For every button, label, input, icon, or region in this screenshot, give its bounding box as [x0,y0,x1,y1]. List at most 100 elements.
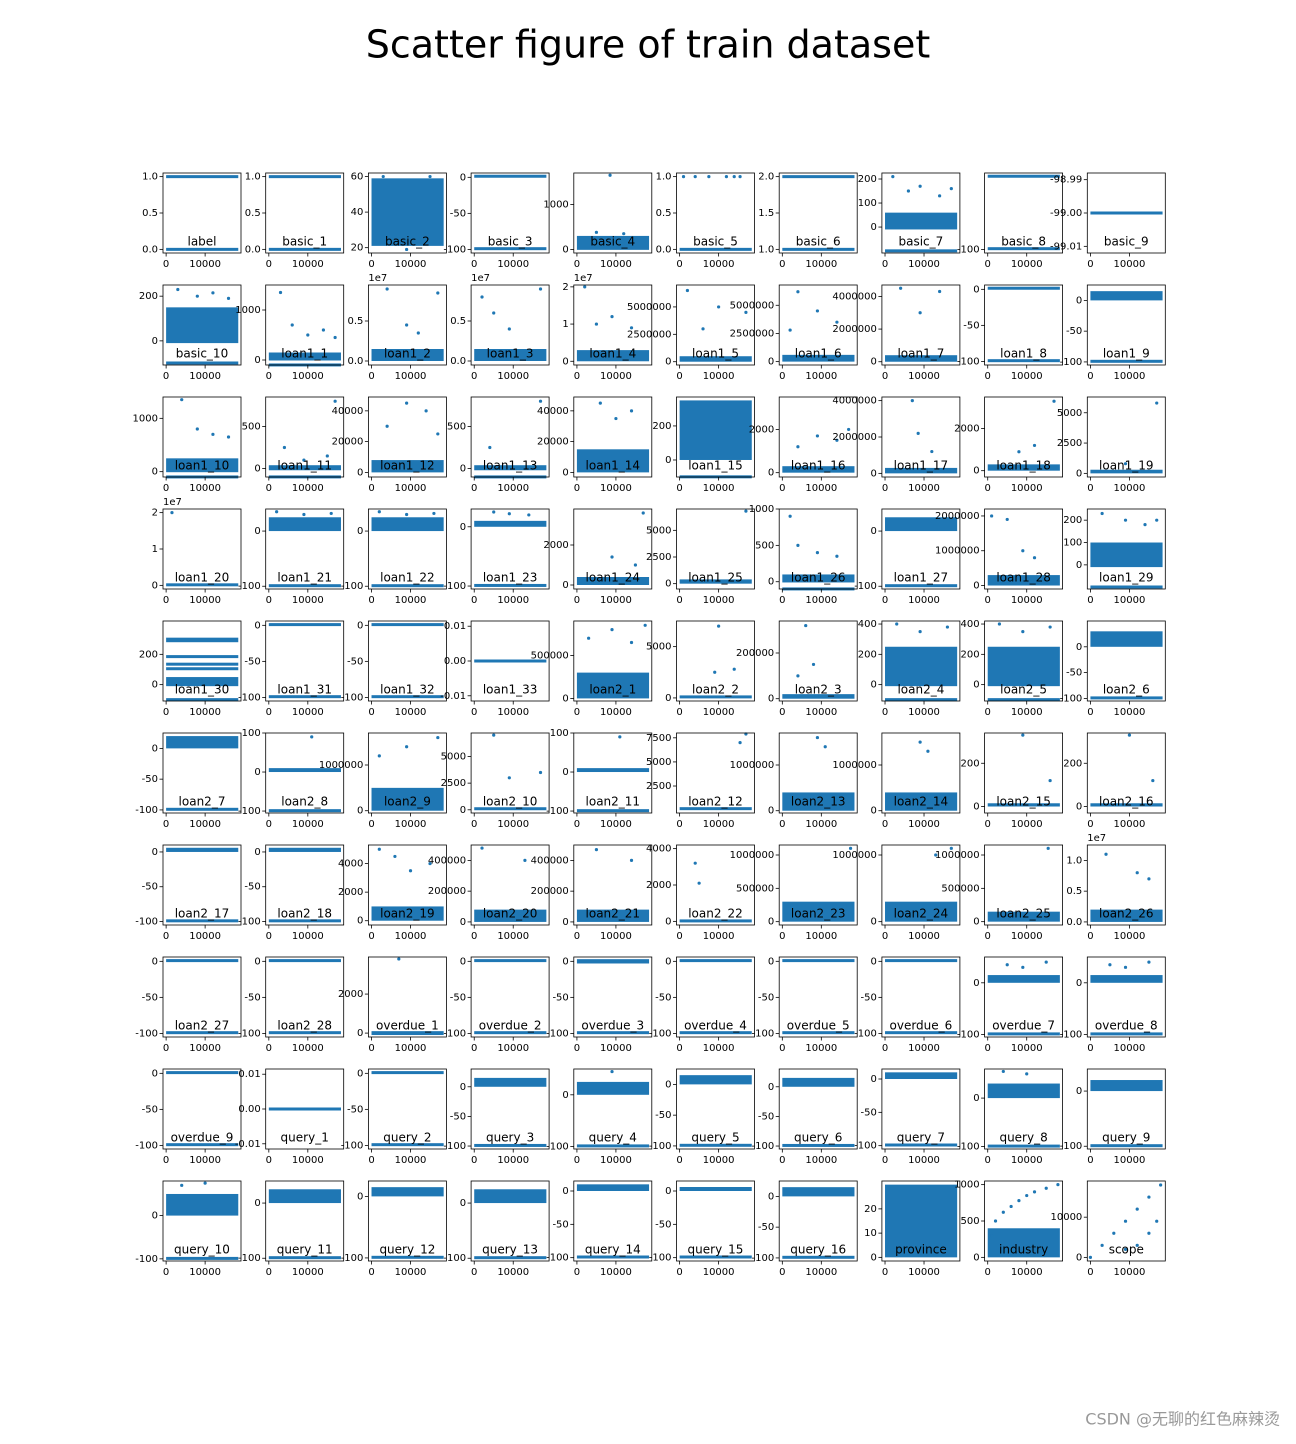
subplot-title: loan1_5 [692,347,739,361]
x-tick-label: 0 [471,1043,477,1054]
point [610,628,614,632]
point-cloud [268,1256,341,1260]
axes-frame [984,508,1063,590]
point-cloud [474,583,547,587]
y-tick-label: 0 [871,357,877,368]
y-tick-label: 0 [665,956,671,967]
y-tick-label: 100 [550,728,569,739]
point [895,622,899,626]
axes-frame [367,172,447,254]
subplot-title: overdue_3 [581,1019,644,1033]
x-tick-label: 0 [471,819,477,830]
point-cloud [268,175,341,179]
point [1147,877,1151,881]
subplot-title: scope [1109,1243,1144,1257]
point [938,194,942,198]
y-tick-label: 0 [871,468,877,479]
point [815,309,820,313]
subplot-title: loan1_7 [897,347,944,361]
y-tick-label: -50 [758,1111,774,1122]
x-tick-label: 0 [368,1043,374,1054]
point [918,740,922,744]
y-tick-label: 0 [357,1191,363,1202]
y-tick-label: 200 [1063,758,1082,769]
axes-frame [1086,396,1166,478]
x-tick-label: 0 [266,931,272,942]
y-tick-label: 0.5 [450,316,466,327]
point [835,438,839,442]
subplot-title: loan2_25 [996,907,1051,921]
point-cloud [371,1143,444,1147]
x-tick-label: 10000 [1114,483,1146,494]
x-tick-label: 10000 [189,819,221,830]
x-tick-label: 0 [882,1043,888,1054]
point-cloud [885,1184,958,1258]
point-cloud [166,637,239,643]
y-tick-label: 2 [152,508,158,519]
point [732,175,736,179]
point [633,563,638,567]
y-tick-label: 200 [961,649,980,660]
point-cloud [166,1031,239,1035]
subplot-title: query_16 [790,1243,846,1257]
x-tick-label: 10000 [497,819,529,830]
x-tick-label: 0 [1087,371,1093,382]
y-tick-label: 0.0 [245,244,261,255]
point-cloud [474,349,547,361]
point [275,510,279,514]
y-tick-label: 200 [652,421,671,432]
x-tick-label: 0 [266,707,272,718]
point-cloud [576,768,650,773]
x-tick-label: 10000 [703,931,735,942]
point [329,511,333,516]
point [918,184,922,188]
point [1100,511,1104,516]
y-tick-label: 200 [139,291,158,302]
point [1127,733,1132,737]
point [610,555,614,559]
point-cloud [987,286,1060,290]
y-tick-label: 1000 [133,413,158,424]
point [707,175,711,179]
y-tick-label: 0 [665,1079,671,1090]
point [195,427,199,431]
y-tick-label: 200000 [736,648,774,659]
subplot-title: query_13 [482,1243,538,1257]
y-tick-label: -100 [443,1141,466,1152]
point-cloud [474,659,547,663]
point [835,554,839,558]
point [333,335,337,340]
x-tick-label: 0 [985,1043,991,1054]
x-tick-label: 0 [471,595,477,606]
y-tick-label: -50 [655,1219,671,1230]
point [1123,1219,1128,1223]
subplot-title: loan2_22 [688,907,743,921]
point [1108,963,1112,967]
axes-frame [881,284,961,366]
x-tick-label: 10000 [292,1155,324,1166]
y-tick-label: 500 [961,1216,980,1227]
point [835,320,839,324]
y-tick-label: -100 [751,1253,774,1264]
x-tick-label: 10000 [908,371,940,382]
subplot-title: loan2_21 [586,907,641,921]
y-tick-label: 2500000 [627,329,672,340]
x-tick-label: 0 [574,1043,580,1054]
point-cloud [576,672,650,699]
point-cloud [679,1075,752,1085]
axes-frame [1086,284,1166,366]
x-tick-label: 0 [368,931,374,942]
point [1155,518,1159,522]
y-tick-label: 0 [768,357,774,368]
y-tick-label: 0.0 [1066,917,1082,928]
x-tick-label: 10000 [908,483,940,494]
point-cloud [268,919,341,923]
y-tick-label: 0 [768,694,774,705]
point-cloud [782,1187,855,1197]
x-tick-label: 10000 [1011,595,1043,606]
y-tick-label: 0 [357,467,363,478]
x-tick-label: 0 [676,371,682,382]
y-tick-label: 500 [242,421,261,432]
point-cloud [166,1256,239,1260]
